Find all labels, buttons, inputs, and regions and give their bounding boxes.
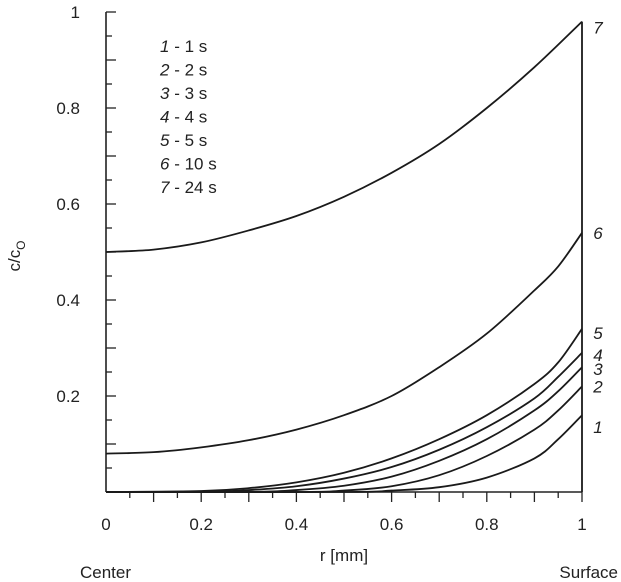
curve-label-3: 3 [593,360,603,379]
y-tick-label: 0.2 [56,387,80,406]
x-tick-label: 0.4 [285,515,309,534]
x-tick-label: 0 [101,515,110,534]
y-tick-label: 1 [71,3,80,22]
x-tick-label: 0.8 [475,515,499,534]
legend-entry: 7 - 24 s [160,178,217,197]
y-tick-label: 0.6 [56,195,80,214]
curve-label-1: 1 [593,418,602,437]
labels: 0.2 0.4 0.6 0.8 1 0 0.2 0.4 0.6 0.8 1 r [mm] c/cO Cen… [5,3,618,582]
curve-label-2: 2 [592,377,603,396]
x-tick-label: 0.6 [380,515,404,534]
curve-label-5: 5 [593,324,603,343]
y-axis-title: c/cO [5,240,28,271]
x-tick-label: 0.2 [189,515,213,534]
curve-5 [105,328,583,493]
x-end-label-surface: Surface [559,563,618,582]
curve-4 [105,352,583,494]
curve-label-6: 6 [593,224,603,243]
curve-3 [105,366,583,494]
legend-entry: 3 - 3 s [160,84,207,103]
curve-6 [105,232,583,455]
curve-label-4: 4 [593,346,602,365]
curve-label-7: 7 [593,19,603,38]
x-tick-label: 1 [577,515,586,534]
y-tick-label: 0.8 [56,99,80,118]
legend-entry: 2 - 2 s [159,61,207,80]
x-axis-title: r [mm] [320,546,368,565]
curve-7 [105,20,583,253]
legend-entry: 1 - 1 s [160,37,207,56]
x-end-label-center: Center [80,563,131,582]
curves [105,20,583,494]
legend-entry: 4 - 4 s [160,108,207,127]
y-tick-label: 0.4 [56,291,80,310]
legend-entry: 5 - 5 s [160,131,207,150]
curve-1 [105,414,583,494]
legend-entry: 6 - 10 s [160,155,217,174]
curve-2 [105,385,583,494]
legend: 1 - 1 s 2 - 2 s 3 - 3 s 4 - 4 s 5 - 5 s 6 - 1… [159,37,217,197]
